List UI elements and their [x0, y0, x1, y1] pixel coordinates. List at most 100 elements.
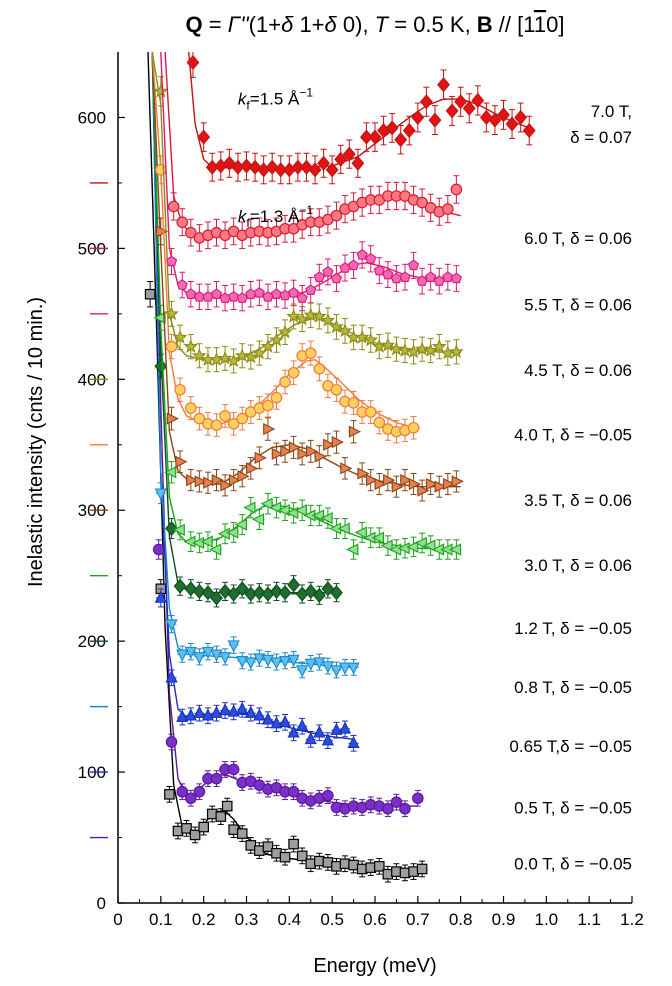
series-label: 4.0 T, δ = −0.05: [514, 425, 632, 444]
x-tick-label: 0.1: [149, 910, 173, 929]
x-tick-label: 0.5: [320, 910, 344, 929]
data-point: [173, 578, 187, 594]
data-point: [262, 399, 274, 412]
data-point: [287, 654, 300, 667]
data-point: [184, 581, 198, 597]
data-point: [406, 540, 419, 553]
data-point: [154, 590, 167, 603]
y-tick-label: 600: [78, 108, 106, 127]
data-point: [330, 665, 343, 678]
data-point: [303, 307, 319, 322]
chart-title-part: T: [375, 12, 390, 37]
data-point: [313, 657, 326, 670]
data-point: [522, 123, 536, 139]
data-point: [236, 828, 248, 839]
data-point: [287, 366, 300, 379]
data-point: [317, 155, 331, 171]
data-point: [203, 476, 216, 489]
data-point: [291, 159, 305, 175]
data-point: [390, 272, 403, 284]
data-point: [286, 308, 302, 323]
annotation-part: k: [238, 207, 248, 226]
data-point: [176, 649, 189, 662]
fit-curve: [151, 52, 418, 807]
data-point: [174, 383, 186, 396]
data-point: [334, 151, 348, 167]
data-point: [243, 501, 256, 514]
data-point: [165, 619, 178, 632]
plot-area: 0 0.1 0.2 0.3 0.4 0.5 0.6 0.7 0.8 0.9 1.0 1.1 1.2010…: [78, 52, 644, 929]
data-point: [234, 347, 250, 363]
data-point: [347, 735, 360, 749]
data-point: [322, 266, 334, 277]
data-point: [419, 94, 433, 110]
data-point: [462, 100, 476, 116]
data-point: [337, 323, 353, 338]
data-point: [325, 162, 339, 178]
series-group: [151, 52, 360, 679]
data-point: [423, 539, 436, 552]
data-point: [450, 272, 462, 284]
data-point: [234, 518, 247, 531]
data-point: [277, 324, 293, 339]
data-point: [165, 670, 178, 683]
data-point: [305, 445, 319, 458]
data-point: [373, 264, 385, 276]
data-point: [176, 216, 189, 228]
data-point: [227, 586, 241, 602]
series-label: 7.0 T,: [591, 102, 632, 121]
data-point: [215, 811, 227, 822]
data-point: [211, 474, 224, 487]
data-point: [287, 577, 301, 593]
data-point: [279, 851, 291, 863]
data-point: [274, 162, 288, 178]
data-point: [329, 319, 344, 334]
data-point: [236, 292, 248, 303]
data-point: [412, 792, 424, 805]
data-point: [201, 646, 215, 660]
series-group: [151, 52, 464, 502]
data-point: [210, 649, 223, 662]
data-point: [253, 653, 266, 666]
data-point: [296, 850, 308, 862]
series-label: δ = 0.07: [570, 128, 632, 147]
data-point: [261, 654, 275, 667]
chart-title-part: B: [477, 12, 493, 37]
data-point: [365, 474, 379, 487]
data-point: [374, 477, 387, 491]
x-tick-label: 0.8: [449, 910, 473, 929]
data-point: [382, 802, 394, 815]
series-group: [164, 52, 463, 252]
data-point: [442, 203, 454, 215]
data-point: [442, 271, 454, 282]
data-point: [342, 146, 356, 162]
series-group: [151, 52, 343, 608]
data-point: [313, 725, 326, 738]
data-point: [407, 421, 420, 434]
data-point: [296, 292, 308, 303]
data-point: [425, 271, 437, 282]
data-point: [380, 337, 396, 352]
data-point: [227, 704, 240, 717]
data-point: [400, 474, 413, 487]
data-point: [165, 255, 178, 267]
data-point: [408, 477, 421, 491]
chart-title-part: 1+: [293, 12, 324, 37]
data-point: [321, 661, 334, 674]
series-label: 6.0 T, δ = 0.06: [524, 229, 632, 248]
data-point: [416, 275, 428, 286]
data-point: [346, 543, 359, 556]
chart-title-part: 1: [534, 12, 546, 37]
data-point: [221, 800, 233, 812]
data-point: [186, 474, 199, 487]
data-point: [305, 284, 317, 296]
data-point: [252, 585, 266, 601]
data-point: [428, 112, 442, 128]
data-point: [391, 480, 404, 493]
data-point: [338, 662, 352, 675]
chart-title-part: δ: [281, 12, 294, 37]
data-point: [167, 200, 180, 213]
data-point: [251, 513, 265, 526]
data-point: [280, 445, 293, 458]
data-point: [228, 290, 240, 302]
